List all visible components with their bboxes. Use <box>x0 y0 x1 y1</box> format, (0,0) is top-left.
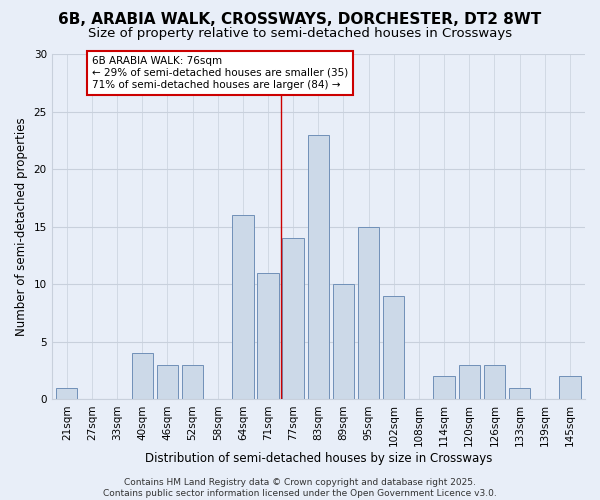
Bar <box>232 215 254 400</box>
Bar <box>283 238 304 400</box>
Bar <box>484 365 505 400</box>
Bar <box>458 365 480 400</box>
Bar <box>56 388 77 400</box>
Bar <box>509 388 530 400</box>
Bar <box>559 376 581 400</box>
Text: Contains HM Land Registry data © Crown copyright and database right 2025.
Contai: Contains HM Land Registry data © Crown c… <box>103 478 497 498</box>
Text: Size of property relative to semi-detached houses in Crossways: Size of property relative to semi-detach… <box>88 28 512 40</box>
Bar <box>358 226 379 400</box>
Bar <box>182 365 203 400</box>
Bar <box>333 284 354 400</box>
Bar <box>257 273 279 400</box>
Bar <box>383 296 404 400</box>
Bar <box>131 354 153 400</box>
Text: 6B ARABIA WALK: 76sqm
← 29% of semi-detached houses are smaller (35)
71% of semi: 6B ARABIA WALK: 76sqm ← 29% of semi-deta… <box>92 56 348 90</box>
Y-axis label: Number of semi-detached properties: Number of semi-detached properties <box>15 118 28 336</box>
Bar <box>157 365 178 400</box>
Text: 6B, ARABIA WALK, CROSSWAYS, DORCHESTER, DT2 8WT: 6B, ARABIA WALK, CROSSWAYS, DORCHESTER, … <box>58 12 542 28</box>
Bar <box>308 134 329 400</box>
Bar <box>433 376 455 400</box>
X-axis label: Distribution of semi-detached houses by size in Crossways: Distribution of semi-detached houses by … <box>145 452 492 465</box>
